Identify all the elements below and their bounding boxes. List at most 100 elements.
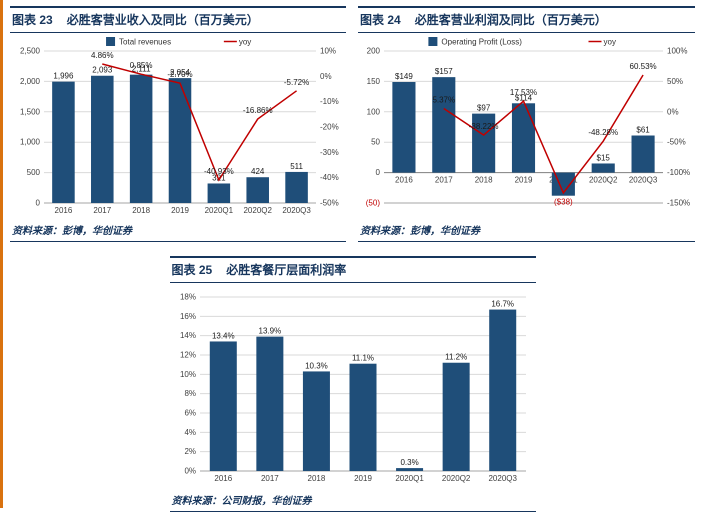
svg-text:$97: $97 — [477, 104, 491, 113]
svg-text:2020Q3: 2020Q3 — [629, 176, 658, 185]
svg-text:-38.22%: -38.22% — [469, 122, 499, 131]
svg-text:-2.70%: -2.70% — [167, 70, 192, 79]
figure-panel-revenue: 图表 23 必胜客营业收入及同比（百万美元） 0 500 1,000 1,500 2,0… — [10, 6, 346, 242]
svg-text:0.85%: 0.85% — [130, 61, 153, 70]
svg-text:0: 0 — [36, 199, 41, 208]
svg-text:2016: 2016 — [55, 206, 73, 215]
svg-text:(50): (50) — [366, 199, 381, 208]
svg-text:4%: 4% — [184, 428, 196, 437]
figure-25-title: 必胜客餐厅层面利润率 — [226, 263, 347, 277]
svg-text:-50%: -50% — [320, 199, 339, 208]
svg-text:14%: 14% — [179, 331, 195, 340]
svg-text:-150%: -150% — [667, 199, 690, 208]
svg-text:10%: 10% — [179, 370, 195, 379]
figure-23-number: 图表 23 — [12, 13, 53, 27]
svg-text:500: 500 — [27, 168, 41, 177]
svg-text:2020Q3: 2020Q3 — [282, 206, 311, 215]
svg-text:2020Q3: 2020Q3 — [488, 474, 517, 483]
svg-text:Total revenues: Total revenues — [119, 38, 171, 47]
svg-text:2018: 2018 — [307, 474, 325, 483]
figure-23-title: 必胜客营业收入及同比（百万美元） — [66, 13, 259, 27]
chart-svg: 0 500 1,000 1,500 2,000 2,500 -50% -40% -30% -20%… — [20, 37, 339, 215]
svg-text:1,000: 1,000 — [20, 138, 41, 147]
svg-text:13.4%: 13.4% — [211, 331, 234, 340]
chart-svg: 0% 2% 4% 6% 8% 10% 12% 14% 16% 18% 2016 2017 2018 201… — [179, 293, 526, 483]
svg-text:2,093: 2,093 — [92, 66, 113, 75]
svg-text:0%: 0% — [184, 467, 196, 476]
svg-text:2,500: 2,500 — [20, 47, 41, 56]
figure-24-title-bar: 图表 24 必胜客营业利润及同比（百万美元） — [358, 8, 695, 33]
svg-text:12%: 12% — [179, 351, 195, 360]
svg-text:($38): ($38) — [554, 198, 573, 207]
svg-text:8%: 8% — [184, 389, 196, 398]
left-margin-stripe — [0, 0, 3, 508]
svg-text:11.2%: 11.2% — [445, 353, 467, 362]
svg-text:2020Q2: 2020Q2 — [243, 206, 272, 215]
svg-text:5.37%: 5.37% — [432, 96, 455, 105]
svg-text:10%: 10% — [320, 47, 336, 56]
restaurant-margin-chart: 0% 2% 4% 6% 8% 10% 12% 14% 16% 18% 2016 2017 2018 201… — [170, 283, 536, 489]
figure-panel-restaurant-margin: 图表 25 必胜客餐厅层面利润率 0% 2% 4% 6% 8% 10% 12% 14% 16% 1… — [169, 256, 536, 512]
svg-text:2016: 2016 — [395, 176, 413, 185]
svg-text:-5.72%: -5.72% — [284, 78, 309, 87]
svg-text:$114: $114 — [515, 93, 533, 102]
svg-text:2,054: 2,054 — [170, 68, 191, 77]
svg-text:6%: 6% — [184, 409, 196, 418]
figure-24-source-note: 资料来源：彭博，华创证券 — [360, 226, 480, 237]
svg-text:2019: 2019 — [354, 474, 372, 483]
svg-text:2017: 2017 — [260, 474, 278, 483]
svg-text:1,996: 1,996 — [53, 72, 74, 81]
svg-text:2%: 2% — [184, 447, 196, 456]
svg-text:2020Q2: 2020Q2 — [441, 474, 470, 483]
svg-text:0: 0 — [376, 168, 381, 177]
svg-text:-40.93%: -40.93% — [204, 167, 234, 176]
svg-text:1,500: 1,500 — [20, 107, 41, 116]
svg-text:50%: 50% — [667, 77, 683, 86]
svg-text:0%: 0% — [320, 72, 332, 81]
svg-text:50: 50 — [371, 138, 380, 147]
figure-24-title: 必胜客营业利润及同比（百万美元） — [414, 13, 607, 27]
svg-text:4.86%: 4.86% — [91, 51, 114, 60]
svg-text:2017: 2017 — [93, 206, 111, 215]
figure-25-source-note: 资料来源：公司财报，华创证券 — [171, 496, 312, 507]
svg-text:-40%: -40% — [320, 173, 339, 182]
svg-text:2,111: 2,111 — [132, 65, 151, 74]
operating-profit-yoy-chart: (50) 0 50 100 150 200 -150% -100% -50% 0% 50% 100% 2… — [358, 33, 695, 219]
svg-text:150: 150 — [367, 77, 381, 86]
svg-text:yoy: yoy — [604, 38, 616, 47]
svg-text:11.1%: 11.1% — [351, 354, 373, 363]
svg-text:-30%: -30% — [320, 148, 339, 157]
figure-23-source-note: 资料来源：彭博，华创证券 — [12, 226, 132, 237]
svg-text:2,000: 2,000 — [20, 77, 41, 86]
svg-text:2019: 2019 — [171, 206, 189, 215]
svg-text:-48.28%: -48.28% — [588, 128, 618, 137]
svg-text:Operating Profit (Loss): Operating Profit (Loss) — [441, 38, 522, 47]
svg-text:17.53%: 17.53% — [510, 88, 537, 97]
svg-text:-20%: -20% — [320, 123, 339, 132]
figure-panel-operating-profit: 图表 24 必胜客营业利润及同比（百万美元） (50) 0 50 100 150 200 -… — [358, 6, 695, 242]
svg-text:13.9%: 13.9% — [258, 327, 281, 336]
svg-text:$15: $15 — [597, 153, 611, 162]
svg-text:-10%: -10% — [320, 97, 339, 106]
chart-svg: (50) 0 50 100 150 200 -150% -100% -50% 0% 50% 100% 2… — [366, 37, 690, 208]
svg-text:$61: $61 — [636, 126, 650, 135]
svg-text:200: 200 — [367, 47, 381, 56]
svg-text:yoy: yoy — [239, 38, 251, 47]
svg-text:-100%: -100% — [667, 168, 690, 177]
top-figures-row: 图表 23 必胜客营业收入及同比（百万美元） 0 500 1,000 1,500 2,0… — [10, 6, 695, 242]
svg-text:100: 100 — [367, 107, 381, 116]
svg-text:2018: 2018 — [475, 176, 493, 185]
svg-text:10.3%: 10.3% — [305, 361, 328, 370]
svg-text:2020Q1: 2020Q1 — [205, 206, 234, 215]
figure-25-number: 图表 25 — [171, 263, 213, 277]
svg-text:16%: 16% — [179, 312, 195, 321]
svg-text:511: 511 — [290, 162, 303, 171]
svg-text:$149: $149 — [395, 72, 413, 81]
svg-text:2018: 2018 — [132, 206, 150, 215]
svg-text:60.53%: 60.53% — [630, 62, 657, 71]
svg-text:16.7%: 16.7% — [491, 300, 514, 309]
svg-text:$157: $157 — [435, 67, 453, 76]
svg-text:2017: 2017 — [435, 176, 453, 185]
svg-text:2016: 2016 — [214, 474, 232, 483]
